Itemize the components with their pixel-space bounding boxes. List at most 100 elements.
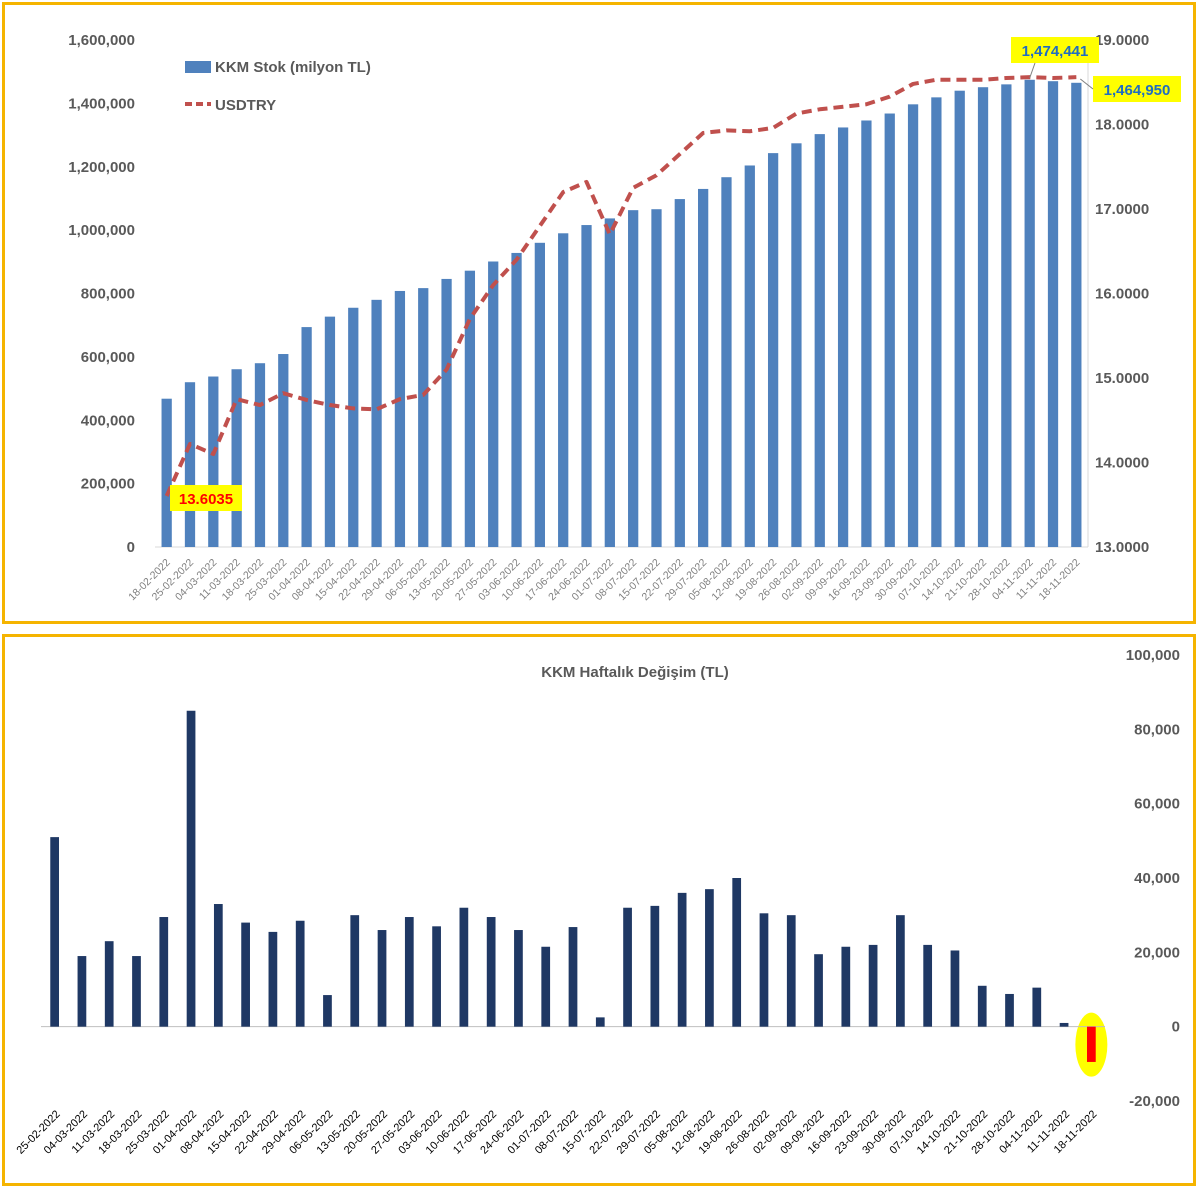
weekly-change-bar [77, 956, 87, 1027]
kkm-stock-bar [698, 188, 709, 547]
kkm-stock-bar [884, 113, 895, 547]
weekly-change-bar [541, 946, 551, 1027]
kkm-stock-bar [371, 299, 382, 547]
kkm-stock-bar [1001, 84, 1012, 548]
kkm-stock-bar [161, 398, 172, 547]
weekly-change-bar [896, 915, 905, 1027]
weekly-change-bar [923, 944, 933, 1027]
y-right-tick-label: 20,000 [1134, 944, 1180, 961]
weekly-change-bar [132, 956, 141, 1027]
y-right-tick-label: 0 [1172, 1019, 1180, 1036]
weekly-change-bar [159, 917, 169, 1027]
kkm-stock-bar [534, 242, 545, 548]
weekly-change-bar [514, 930, 523, 1027]
weekly-change-bar [486, 917, 496, 1027]
weekly-change-bar [50, 837, 60, 1027]
y-right-tick-label: 40,000 [1134, 870, 1180, 887]
usdtry-line [164, 75, 1077, 497]
weekly-change-bar [404, 917, 414, 1027]
weekly-change-bar [950, 950, 960, 1027]
kkm-stock-bar [814, 134, 825, 547]
y-right-tick-label: 15.0000 [1095, 370, 1149, 387]
kkm-stock-bar [1024, 79, 1035, 548]
kkm-stock-bar [1071, 82, 1082, 547]
weekly-change-bar [213, 904, 223, 1027]
kkm-stock-bar [558, 233, 569, 547]
y-left-tick-label: 1,000,000 [68, 222, 135, 239]
legend-swatch-kkm [185, 61, 211, 73]
weekly-change-bar [759, 913, 769, 1027]
annotation-box-kkm-last [1093, 76, 1181, 102]
weekly-change-bar [268, 931, 278, 1027]
y-right-tick-label: 19.0000 [1095, 32, 1149, 49]
kkm-stock-bar [254, 363, 266, 547]
weekly-change-bar [977, 985, 987, 1027]
y-right-tick-label: 60,000 [1134, 796, 1180, 813]
kkm-stock-bar [488, 261, 499, 547]
annotation-kkm-last: 1,464,950 [1104, 82, 1171, 99]
kkm-stock-bar [278, 354, 289, 547]
kkm-weekly-change-panel: KKM Haftalık Değişim (TL) -20,000 0 20,000 4… [2, 634, 1196, 1186]
kkm-stock-bar [861, 120, 872, 547]
kkm-stock-bar [837, 127, 849, 548]
y-right-tick-label: 100,000 [1126, 647, 1180, 664]
weekly-change-bar [623, 907, 632, 1027]
kkm-stock-chart: 0 200,000 400,000 600,000 800,000 1,000,000 1,… [68, 32, 1181, 603]
weekly-change-bar [595, 1017, 605, 1027]
kkm-stock-bar [208, 376, 219, 547]
y-left-tick-label: 800,000 [81, 286, 135, 303]
kkm-stock-bar [581, 225, 592, 547]
weekly-change-bar [186, 710, 196, 1027]
kkm-stock-bar [394, 290, 406, 547]
weekly-change-bar [786, 915, 796, 1027]
kkm-weekly-change-chart: KKM Haftalık Değişim (TL) -20,000 0 20,000 4… [14, 647, 1180, 1157]
kkm-stock-bar [721, 177, 732, 547]
y-left-tick-label: 0 [127, 539, 135, 556]
kkm-stock-bar [604, 218, 615, 547]
weekly-change-bar [1086, 1026, 1096, 1062]
weekly-change-bar [568, 927, 578, 1027]
weekly-change-bar [868, 944, 878, 1027]
y-right-tick-label: 80,000 [1134, 721, 1180, 738]
kkm-stock-bar [184, 382, 196, 547]
y-right-tick-label: 16.0000 [1095, 286, 1149, 303]
kkm-stock-bar [674, 199, 685, 548]
weekly-change-bar [814, 954, 823, 1027]
kkm-stock-bar [1047, 81, 1059, 547]
kkm-stock-bar [348, 307, 359, 547]
kkm-stock-bar [767, 153, 779, 547]
kkm-stock-bar [511, 252, 522, 547]
weekly-change-bar [295, 920, 305, 1027]
y-right-tick-label: 14.0000 [1095, 455, 1149, 472]
weekly-change-bar [732, 878, 742, 1027]
legend-label-usdtry: USDTRY [215, 97, 276, 114]
annotation-leader-kkm-last [1080, 78, 1094, 90]
weekly-change-bar [841, 946, 851, 1027]
annotation-kkm-peak: 1,474,441 [1022, 43, 1089, 60]
weekly-change-bar [1059, 1022, 1069, 1027]
kkm-stock-bar [931, 97, 942, 548]
weekly-change-bar [241, 922, 250, 1027]
weekly-change-bar [323, 995, 332, 1027]
kkm-stock-bar [324, 316, 336, 547]
y-left-tick-label: 1,200,000 [68, 159, 135, 176]
kkm-stock-bar [628, 210, 639, 548]
weekly-change-bar [377, 930, 387, 1027]
weekly-change-bar [677, 892, 687, 1027]
y-left-tick-label: 1,400,000 [68, 95, 135, 112]
annotation-box-usdtry-start [170, 485, 242, 511]
kkm-stock-bar [301, 327, 312, 547]
kkm-stock-bar [954, 90, 965, 547]
y-right-tick-label: -20,000 [1129, 1093, 1180, 1110]
kkm-stock-bar [907, 104, 919, 547]
weekly-change-bar [432, 926, 441, 1027]
weekly-change-bar [650, 905, 660, 1027]
y-right-tick-label: 18.0000 [1095, 117, 1149, 134]
kkm-stock-bar [651, 209, 662, 547]
kkm-stock-bar [791, 143, 802, 547]
weekly-change-bar [350, 915, 360, 1027]
y-right-tick-label: 17.0000 [1095, 201, 1149, 218]
y-left-tick-label: 1,600,000 [68, 32, 135, 49]
annotation-leader-kkm-peak [1029, 62, 1036, 79]
kkm-stock-bar [231, 369, 242, 547]
